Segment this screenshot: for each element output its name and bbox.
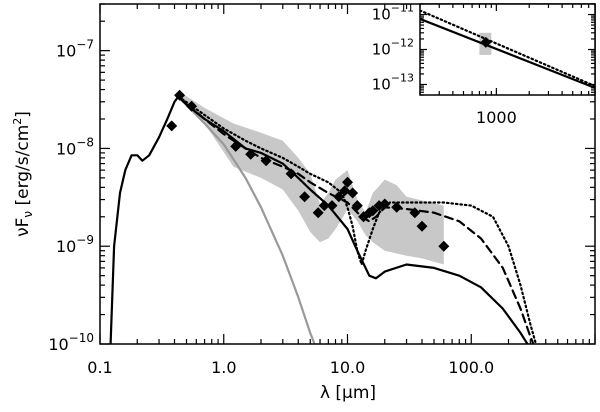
data-point <box>230 140 242 152</box>
data-point <box>326 200 338 212</box>
data-point <box>438 240 450 252</box>
x-tick-label: 100.0 <box>448 358 494 377</box>
inset-background <box>420 4 595 95</box>
inset-axis-ticks <box>419 3 596 96</box>
inset-y-tick-label: 10−12 <box>372 37 414 59</box>
series-line-1 <box>176 95 316 344</box>
data-point <box>333 191 345 203</box>
inset-x-tick-labels: 1000 <box>476 108 517 127</box>
x-tick-label: 1.0 <box>211 358 236 377</box>
y-axis-label-subscript: ν <box>21 211 35 218</box>
y-axis-label-superscript: 2 <box>11 118 24 125</box>
data-point <box>174 89 186 101</box>
data-point <box>285 168 297 180</box>
inset-y-tick-labels: 10−11 10−12 10−13 <box>372 2 414 94</box>
data-point <box>351 200 363 212</box>
x-axis-label: λ [μm] <box>320 383 376 403</box>
y-tick-labels: 10−10 10−9 10−8 10−7 <box>48 38 94 354</box>
data-point <box>312 207 324 219</box>
series-line-2 <box>109 95 529 344</box>
uncertainty-band <box>179 91 444 265</box>
inset-data-point <box>480 36 492 48</box>
data-point <box>379 198 391 210</box>
data-point <box>166 120 178 132</box>
y-tick-label: 10−8 <box>56 135 94 158</box>
y-tick-label: 10−9 <box>56 233 94 256</box>
y-tick-label: 10−10 <box>48 331 94 354</box>
data-point <box>245 148 257 160</box>
data-point <box>367 205 379 217</box>
series-line-2 <box>420 9 595 88</box>
inset-model-curves <box>420 9 595 89</box>
inset-observed-points <box>480 36 492 48</box>
data-point <box>339 185 351 197</box>
data-point <box>186 100 198 112</box>
uncertainty-region <box>179 91 444 265</box>
y-tick-label: 10−7 <box>56 38 94 61</box>
data-point <box>347 187 359 199</box>
data-point <box>409 207 421 219</box>
data-point <box>299 191 311 203</box>
inset-y-tick-label: 10−13 <box>372 71 414 93</box>
data-point <box>318 200 330 212</box>
y-axis-label: νFν [erg/s/cm2] <box>11 111 35 237</box>
x-tick-label: 10.0 <box>330 358 366 377</box>
x-tick-labels: 0.1 1.0 10.0 100.0 <box>87 358 494 377</box>
inset-y-tick-label: 10−11 <box>372 2 414 24</box>
inset-x-tick-label: 1000 <box>476 108 517 127</box>
data-point <box>260 155 272 167</box>
observed-points <box>166 89 450 252</box>
inset-plot: 1000 10−11 10−12 10−13 <box>372 2 596 127</box>
data-point <box>416 220 428 232</box>
data-point <box>391 201 403 213</box>
data-point <box>342 176 353 188</box>
series-line-1 <box>420 17 595 89</box>
x-tick-label: 0.1 <box>87 358 112 377</box>
series-line-4 <box>177 95 538 344</box>
